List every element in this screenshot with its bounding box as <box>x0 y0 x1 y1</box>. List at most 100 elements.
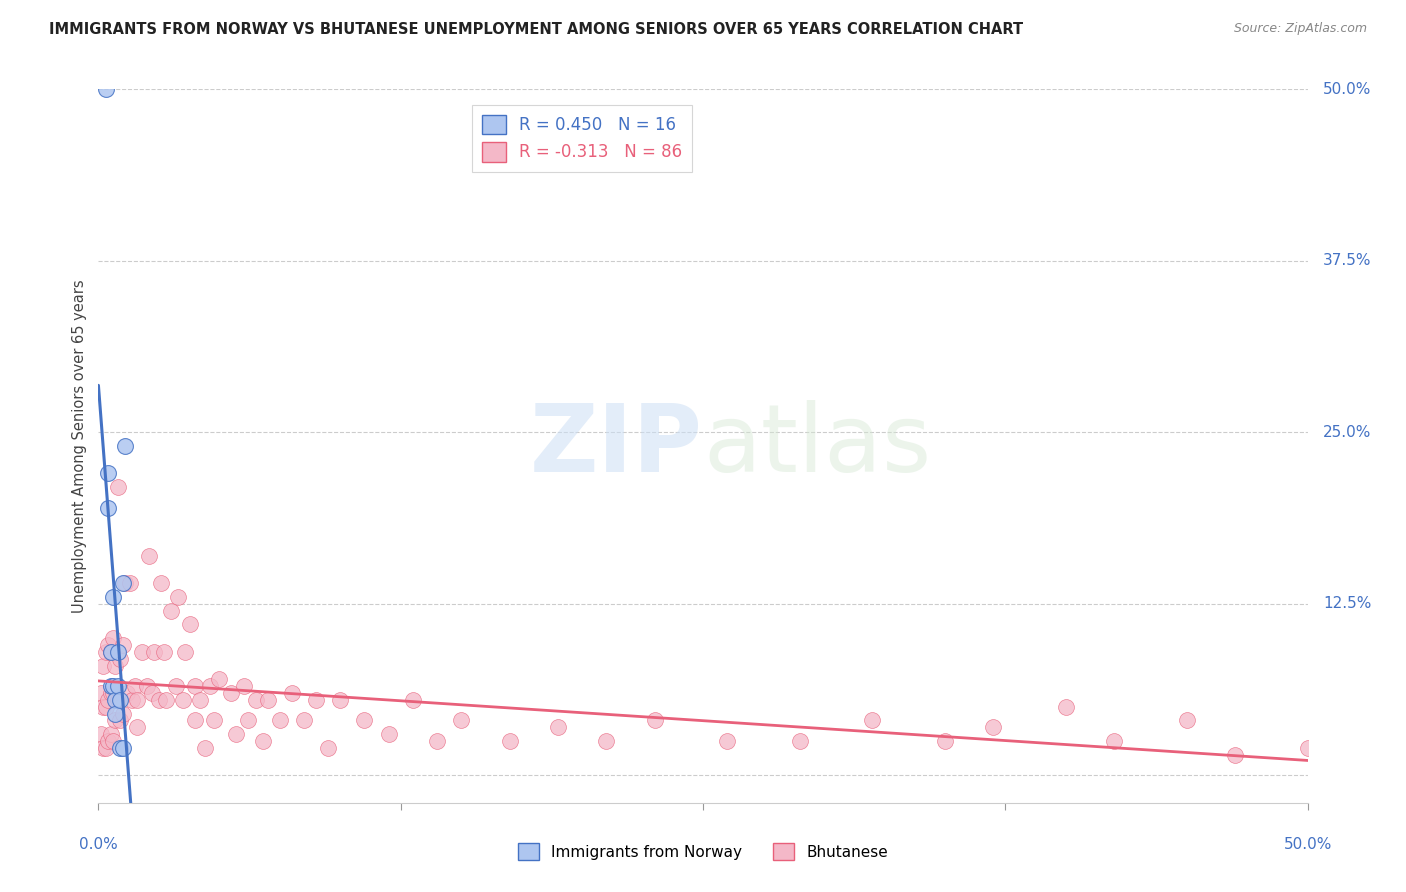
Point <box>127 693 149 707</box>
Point <box>100 645 122 659</box>
Point <box>94 740 117 755</box>
Point <box>101 590 124 604</box>
Point <box>1175 714 1198 728</box>
Point <box>269 714 291 728</box>
Point <box>107 480 129 494</box>
Point <box>108 740 131 755</box>
Point <box>114 439 136 453</box>
Point <box>160 604 183 618</box>
Point <box>91 740 114 755</box>
Point <box>450 714 472 728</box>
Point <box>94 645 117 659</box>
Text: 37.5%: 37.5% <box>1323 253 1372 268</box>
Text: 12.5%: 12.5% <box>1323 597 1372 611</box>
Point <box>498 734 520 748</box>
Point <box>167 590 190 604</box>
Point <box>188 693 211 707</box>
Point <box>118 576 141 591</box>
Point <box>1102 734 1125 748</box>
Point <box>104 706 127 721</box>
Point <box>402 693 425 707</box>
Point <box>100 727 122 741</box>
Point <box>208 673 231 687</box>
Point <box>329 693 352 707</box>
Legend: Immigrants from Norway, Bhutanese: Immigrants from Norway, Bhutanese <box>512 837 894 866</box>
Point <box>143 645 166 659</box>
Point <box>101 631 124 645</box>
Point <box>148 693 170 707</box>
Y-axis label: Unemployment Among Seniors over 65 years: Unemployment Among Seniors over 65 years <box>72 279 87 613</box>
Point <box>108 714 131 728</box>
Point <box>138 549 160 563</box>
Point <box>121 693 143 707</box>
Point <box>1296 740 1319 755</box>
Point <box>716 734 738 748</box>
Point <box>90 727 112 741</box>
Point <box>155 693 177 707</box>
Point <box>221 686 243 700</box>
Text: 50.0%: 50.0% <box>1284 837 1331 852</box>
Text: 0.0%: 0.0% <box>79 837 118 852</box>
Point <box>150 576 173 591</box>
Text: 25.0%: 25.0% <box>1323 425 1372 440</box>
Point <box>981 720 1004 734</box>
Point <box>104 658 127 673</box>
Point <box>114 576 136 591</box>
Point <box>104 714 127 728</box>
Point <box>547 720 569 734</box>
Point <box>238 714 260 728</box>
Point <box>377 727 399 741</box>
Point <box>97 638 120 652</box>
Text: 50.0%: 50.0% <box>1323 82 1372 96</box>
Point <box>152 645 174 659</box>
Point <box>860 714 883 728</box>
Point <box>111 706 134 721</box>
Point <box>194 740 217 755</box>
Point <box>934 734 956 748</box>
Point <box>245 693 267 707</box>
Point <box>100 679 122 693</box>
Text: IMMIGRANTS FROM NORWAY VS BHUTANESE UNEMPLOYMENT AMONG SENIORS OVER 65 YEARS COR: IMMIGRANTS FROM NORWAY VS BHUTANESE UNEM… <box>49 22 1024 37</box>
Point <box>141 686 163 700</box>
Point <box>179 617 201 632</box>
Point <box>252 734 274 748</box>
Point <box>204 714 226 728</box>
Point <box>101 686 124 700</box>
Text: ZIP: ZIP <box>530 400 703 492</box>
Text: Source: ZipAtlas.com: Source: ZipAtlas.com <box>1233 22 1367 36</box>
Point <box>131 645 153 659</box>
Point <box>108 651 131 665</box>
Point <box>184 679 207 693</box>
Point <box>107 693 129 707</box>
Point <box>292 714 315 728</box>
Point <box>104 693 127 707</box>
Point <box>184 714 207 728</box>
Point <box>90 686 112 700</box>
Point <box>595 734 617 748</box>
Point <box>91 658 114 673</box>
Point <box>117 686 139 700</box>
Point <box>97 467 120 481</box>
Point <box>97 500 120 515</box>
Point <box>111 740 134 755</box>
Point <box>172 693 194 707</box>
Point <box>101 679 124 693</box>
Point <box>101 734 124 748</box>
Point <box>94 82 117 96</box>
Point <box>94 699 117 714</box>
Point <box>165 679 187 693</box>
Point <box>1223 747 1246 762</box>
Point <box>305 693 328 707</box>
Text: atlas: atlas <box>703 400 931 492</box>
Point <box>1054 699 1077 714</box>
Point <box>644 714 666 728</box>
Point <box>316 740 339 755</box>
Point <box>124 679 146 693</box>
Point <box>107 679 129 693</box>
Point <box>135 679 157 693</box>
Point <box>107 645 129 659</box>
Point <box>256 693 278 707</box>
Point <box>111 638 134 652</box>
Point <box>281 686 304 700</box>
Point <box>198 679 221 693</box>
